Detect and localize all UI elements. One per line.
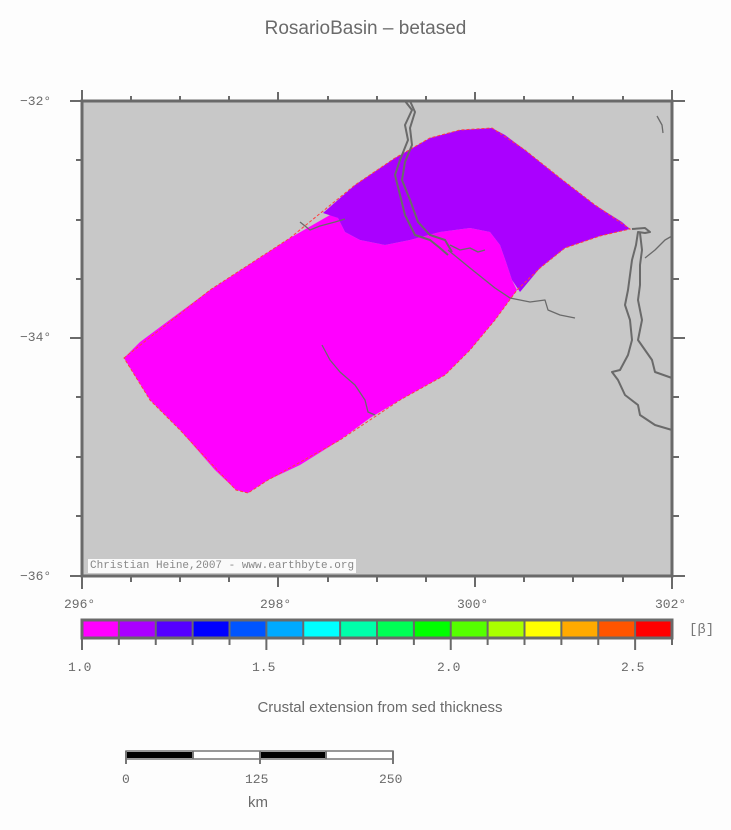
y-tick-label: −32°	[20, 94, 52, 109]
colorbar-swatch	[303, 620, 341, 638]
colorbar	[82, 620, 672, 638]
colorbar-swatch	[598, 620, 636, 638]
colorbar-swatch	[340, 620, 377, 638]
colorbar-swatch	[413, 620, 451, 638]
colorbar-swatch	[561, 620, 599, 638]
colorbar-swatch	[487, 620, 525, 638]
colorbar-caption: Crustal extension from sed thickness	[257, 699, 503, 716]
scalebar-unit: km	[248, 794, 268, 811]
x-tick-label: 298°	[260, 597, 292, 612]
x-tick-label: 296°	[64, 597, 96, 612]
colorbar-swatch	[266, 620, 304, 638]
colorbar-swatch	[229, 620, 267, 638]
basin-region-magenta	[124, 215, 517, 493]
scalebar-label: 250	[379, 772, 403, 787]
scalebar-label: 0	[122, 772, 130, 787]
colorbar-swatch	[82, 620, 119, 638]
basin-outline	[123, 127, 632, 494]
colorbar-label: 2.0	[437, 660, 461, 675]
x-tick-label: 302°	[655, 597, 687, 612]
colorbar-ticks	[81, 620, 673, 650]
colorbar-label: 1.0	[68, 660, 92, 675]
colorbar-label: 2.5	[621, 660, 645, 675]
colorbar-swatch	[635, 620, 672, 638]
colorbar-swatch	[450, 620, 488, 638]
basin-region-purple	[323, 128, 630, 292]
scalebar-label: 125	[245, 772, 269, 787]
colorbar-unit: [β]	[689, 622, 715, 638]
map-title: RosarioBasin – betased	[264, 18, 467, 39]
colorbar-swatch	[118, 620, 156, 638]
colorbar-swatch	[192, 620, 230, 638]
colorbar-swatch	[524, 620, 562, 638]
map-ticks	[70, 90, 685, 589]
y-tick-label: −36°	[20, 569, 52, 584]
colorbar-swatch	[155, 620, 193, 638]
x-tick-label: 300°	[457, 597, 489, 612]
colorbar-label: 1.5	[252, 660, 276, 675]
coastlines-rivers	[299, 100, 673, 431]
credit-label: Christian Heine,2007 - www.earthbyte.org	[88, 559, 357, 573]
scale-bar	[125, 750, 394, 764]
y-tick-label: −34°	[20, 330, 52, 345]
colorbar-swatch	[377, 620, 414, 638]
